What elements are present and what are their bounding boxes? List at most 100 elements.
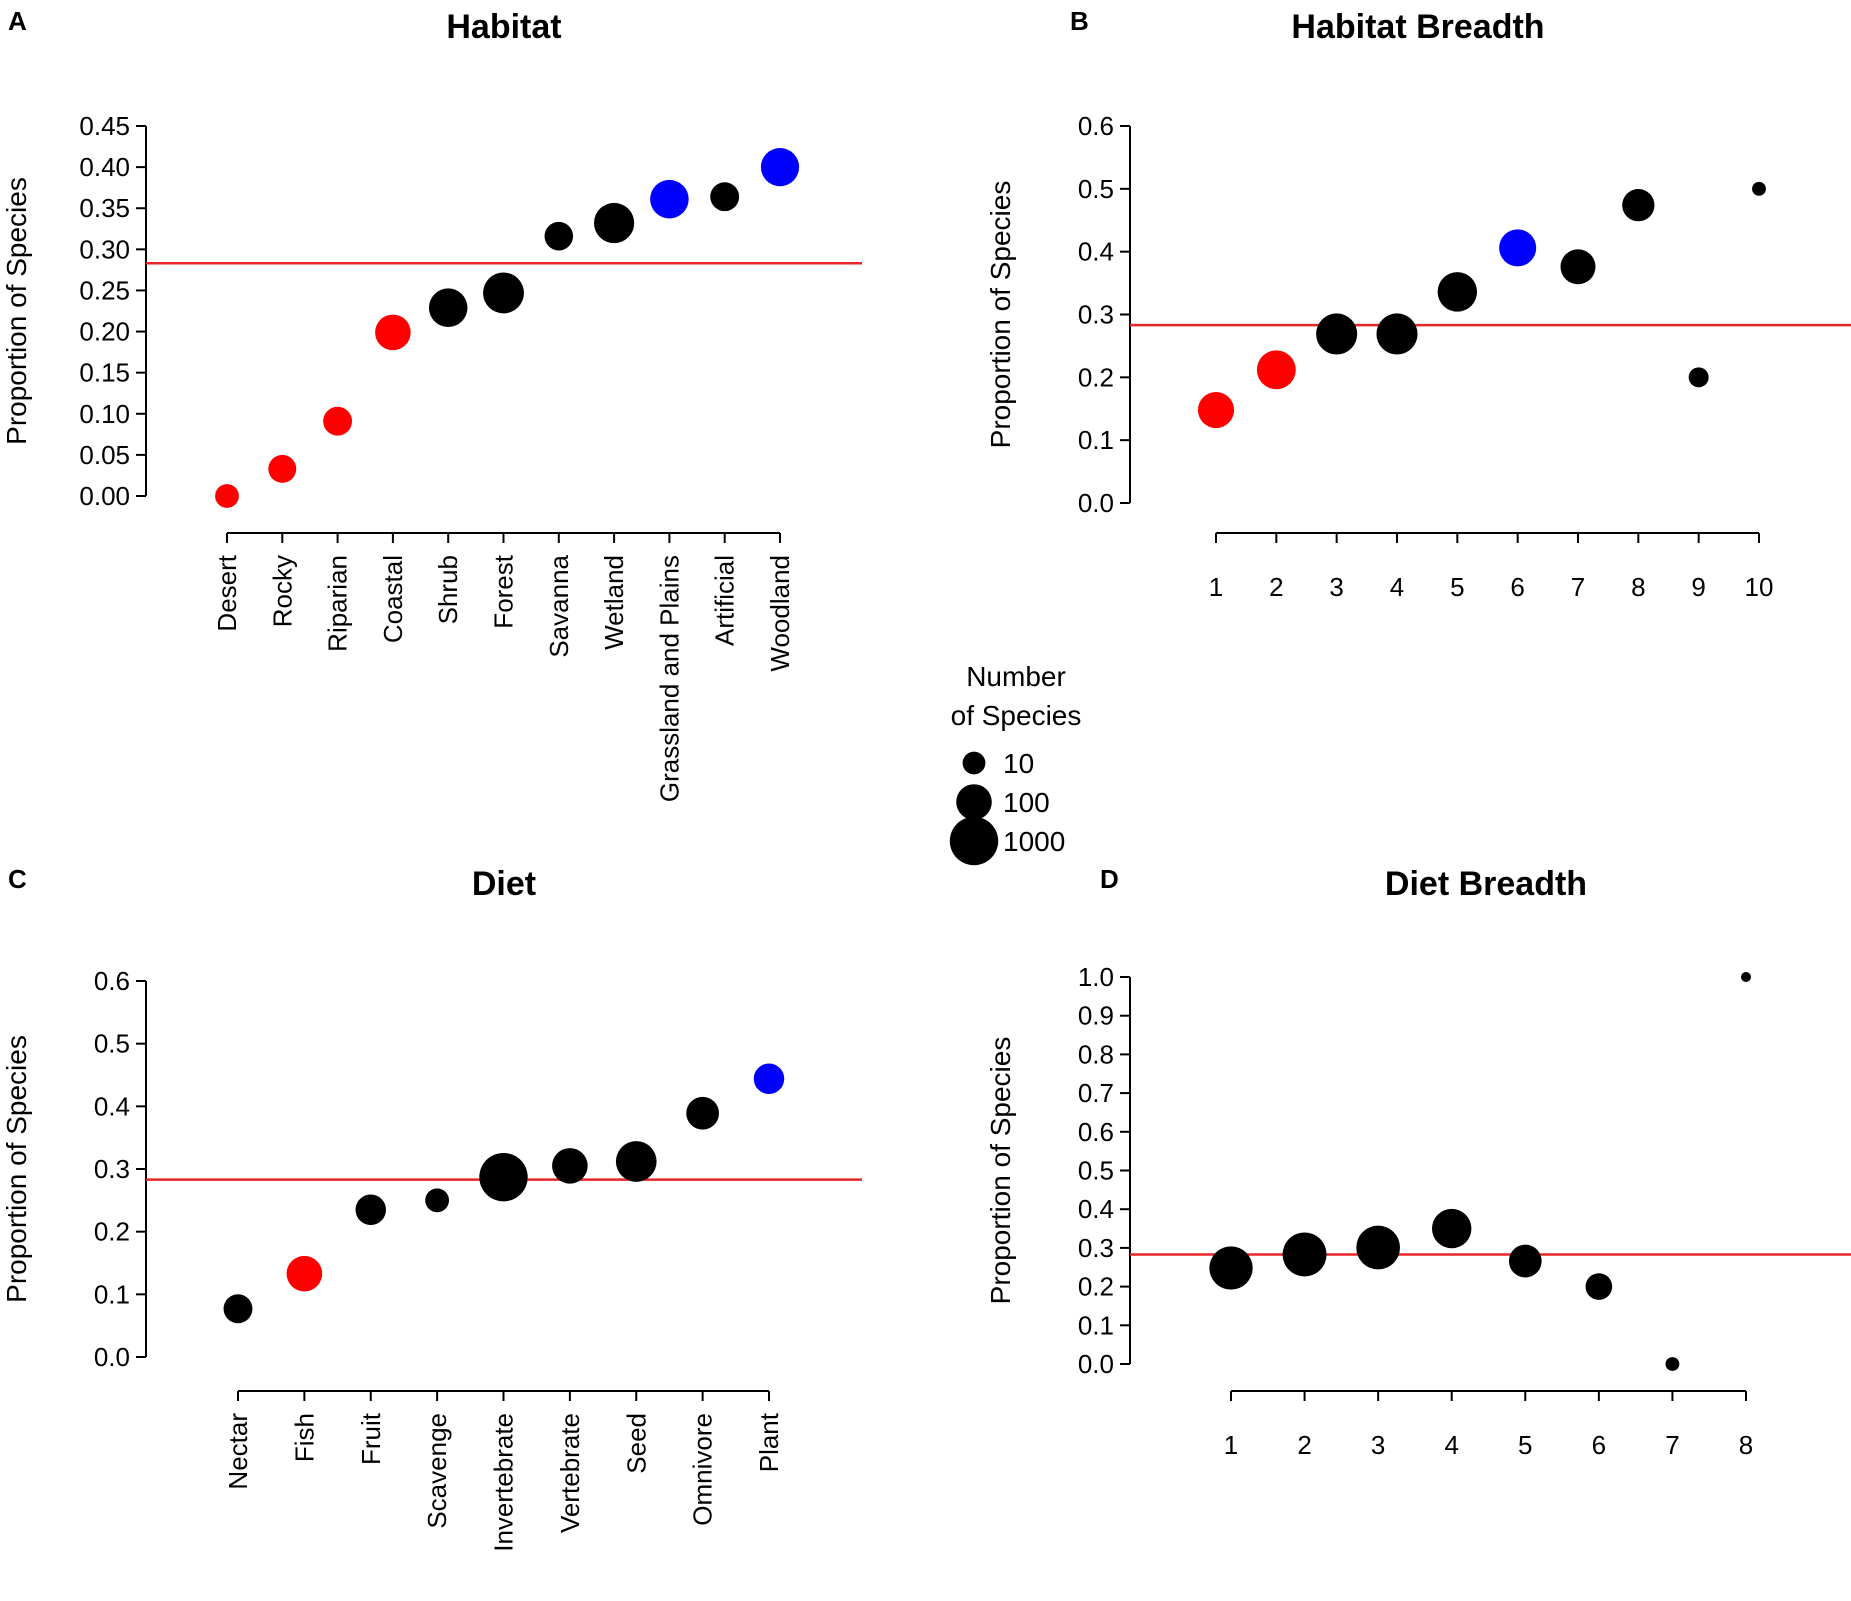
- x-tick-label: Rocky: [267, 555, 297, 627]
- panel-d: D Diet Breadth 0.0 0.1 0.2 0.3 0.4 0.5 0.6 0.7 0.8…: [985, 864, 1851, 1460]
- y-tick-label: 0.3: [1078, 1233, 1114, 1263]
- x-tick-label: 3: [1329, 572, 1343, 602]
- panel-title: Diet Breadth: [1385, 865, 1587, 903]
- x-tick-label: Vertebrate: [555, 1413, 585, 1533]
- y-tick-label: 0.1: [94, 1279, 130, 1309]
- data-point: [483, 272, 524, 314]
- legend-label: 10: [1003, 748, 1034, 779]
- panel-letter: D: [1100, 864, 1119, 894]
- data-point: [552, 1148, 588, 1184]
- y-tick-label: 0.5: [1078, 1156, 1114, 1186]
- y-tick-label: 0.0: [1078, 1349, 1114, 1379]
- x-tick-label: Savanna: [544, 554, 574, 657]
- y-axis-label: Proportion of Species: [1, 177, 32, 445]
- data-point: [1741, 972, 1751, 982]
- y-axis-label: Proportion of Species: [985, 181, 1016, 449]
- data-point: [268, 454, 297, 483]
- data-point: [375, 314, 411, 351]
- x-tick-label: Invertebrate: [489, 1413, 519, 1552]
- data-point: [1585, 1273, 1613, 1300]
- x-tick-label: 2: [1297, 1430, 1311, 1460]
- y-tick-label: 0.6: [1078, 111, 1114, 141]
- data-point: [1197, 391, 1235, 429]
- data-point: [686, 1096, 720, 1130]
- x-tick-label: 10: [1745, 572, 1774, 602]
- data-point: [1282, 1232, 1327, 1277]
- y-tick-label: 0.2: [1078, 1272, 1114, 1302]
- panel-c: C Diet 0.0 0.1 0.2 0.3 0.4 0.5 0.6 Proportion of …: [1, 864, 862, 1552]
- x-tick-label: Omnivore: [688, 1413, 718, 1526]
- data-point: [1508, 1244, 1542, 1278]
- y-tick-label: 0.5: [94, 1029, 130, 1059]
- y-tick-label: 0.10: [79, 399, 130, 429]
- y-tick-label: 0.0: [94, 1342, 130, 1372]
- y-tick-label: 0.3: [1078, 300, 1114, 330]
- x-tick-label: 2: [1269, 572, 1283, 602]
- data-point: [1256, 350, 1296, 390]
- panel-letter: B: [1070, 6, 1089, 36]
- y-tick-label: 0.1: [1078, 1310, 1114, 1340]
- data-point: [479, 1152, 528, 1202]
- data-point: [1437, 272, 1478, 312]
- y-tick-label: 0.2: [94, 1217, 130, 1247]
- data-point: [615, 1141, 657, 1182]
- y-tick-label: 0.1: [1078, 425, 1114, 455]
- panel-letter: A: [8, 6, 27, 36]
- data-point: [215, 484, 239, 508]
- panel-letter: C: [8, 864, 27, 894]
- data-point: [710, 182, 740, 212]
- x-tick-label: Desert: [212, 554, 242, 631]
- data-point: [593, 202, 635, 244]
- data-point: [355, 1194, 387, 1225]
- y-tick-label: 0.30: [79, 234, 130, 264]
- y-tick-label: 0.4: [1078, 237, 1114, 267]
- legend-marker: [949, 816, 999, 866]
- y-tick-label: 0.0: [1078, 488, 1114, 518]
- legend-title: of Species: [951, 700, 1082, 731]
- data-point: [1431, 1208, 1472, 1249]
- y-tick-label: 0.2: [1078, 362, 1114, 392]
- y-tick-label: 0.35: [79, 193, 130, 223]
- x-tick-label: 3: [1371, 1430, 1385, 1460]
- y-tick-label: 0.4: [1078, 1194, 1114, 1224]
- legend-title: Number: [966, 661, 1066, 692]
- data-point: [323, 406, 353, 436]
- y-tick-label: 1.0: [1078, 962, 1114, 992]
- panel-title: Habitat: [446, 8, 561, 46]
- data-point: [286, 1255, 323, 1292]
- data-point: [425, 1188, 450, 1213]
- legend-marker: [962, 751, 986, 775]
- y-tick-label: 0.8: [1078, 1039, 1114, 1069]
- x-tick-label: 6: [1510, 572, 1524, 602]
- data-point: [1622, 189, 1655, 222]
- x-tick-label: Grassland and Plains: [654, 555, 684, 802]
- y-tick-label: 0.6: [1078, 1117, 1114, 1147]
- panel-title: Habitat Breadth: [1291, 8, 1544, 46]
- x-tick-label: Shrub: [433, 555, 463, 624]
- data-point: [1316, 313, 1358, 355]
- data-point: [1560, 249, 1596, 285]
- data-point: [760, 148, 800, 187]
- data-point: [1752, 181, 1766, 196]
- y-tick-label: 0.20: [79, 317, 130, 347]
- data-point: [1688, 367, 1709, 388]
- panel-title: Diet: [472, 865, 536, 903]
- y-tick-label: 0.45: [79, 111, 130, 141]
- x-tick-label: 9: [1691, 572, 1705, 602]
- x-tick-label: Seed: [621, 1413, 651, 1474]
- x-tick-label: 4: [1390, 572, 1404, 602]
- x-tick-label: 1: [1224, 1430, 1238, 1460]
- y-tick-label: 0.9: [1078, 1001, 1114, 1031]
- panel-b: B Habitat Breadth 0.0 0.1 0.2 0.3 0.4 0.5 0.6 Pro…: [985, 6, 1851, 602]
- x-tick-label: Woodland: [765, 555, 795, 672]
- y-tick-label: 0.5: [1078, 174, 1114, 204]
- y-tick-label: 0.6: [94, 966, 130, 996]
- data-point: [544, 221, 574, 251]
- y-axis-label: Proportion of Species: [985, 1037, 1016, 1305]
- data-point: [1209, 1246, 1253, 1290]
- y-tick-label: 0.25: [79, 275, 130, 305]
- x-tick-label: Wetland: [599, 555, 629, 650]
- x-tick-label: Riparian: [323, 555, 353, 652]
- x-tick-label: 6: [1592, 1430, 1606, 1460]
